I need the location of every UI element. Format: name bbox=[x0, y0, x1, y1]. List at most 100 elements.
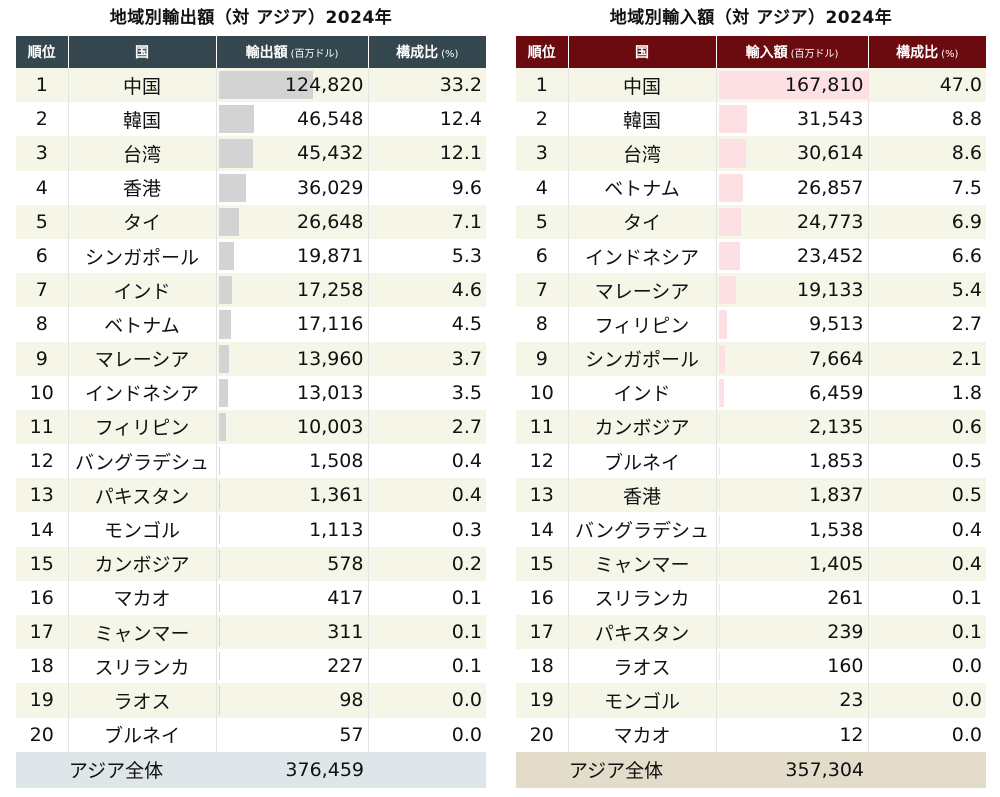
rank-cell: 15 bbox=[516, 546, 568, 581]
value-label: 13,960 bbox=[297, 347, 364, 370]
header-rank: 順位 bbox=[16, 36, 68, 68]
value-label: 6,459 bbox=[809, 381, 864, 404]
table-row: 19 モンゴル 23 0.0 bbox=[516, 683, 986, 718]
value-cell: 13,960 bbox=[215, 341, 368, 376]
country-cell: タイ bbox=[567, 204, 716, 239]
value-label: 19,871 bbox=[297, 245, 364, 268]
value-label: 261 bbox=[827, 586, 864, 609]
rank-cell: 2 bbox=[16, 102, 68, 137]
share-cell: 0.1 bbox=[367, 615, 486, 650]
value-cell: 30,614 bbox=[715, 136, 868, 171]
data-bar bbox=[218, 310, 232, 339]
data-bar bbox=[218, 241, 234, 271]
value-label: 1,113 bbox=[309, 518, 364, 541]
rank-cell: 9 bbox=[16, 341, 68, 376]
rank-cell: 10 bbox=[16, 375, 68, 410]
country-cell: カンボジア bbox=[67, 546, 216, 581]
data-bar bbox=[718, 276, 736, 305]
header-share: 構成比 (%) bbox=[367, 36, 486, 68]
rank-cell: 16 bbox=[16, 580, 68, 615]
value-label: 1,538 bbox=[809, 518, 864, 541]
data-bar bbox=[718, 241, 740, 271]
import-table-title: 地域別輸入額（対 アジア）2024年 bbox=[609, 8, 893, 28]
share-cell: 2.1 bbox=[867, 341, 986, 376]
rank-cell: 17 bbox=[16, 615, 68, 650]
rank-cell: 18 bbox=[516, 649, 568, 684]
value-label: 7,664 bbox=[809, 347, 864, 370]
value-label: 160 bbox=[827, 655, 864, 678]
country-cell: 中国 bbox=[67, 68, 216, 103]
table-row: 9 シンガポール 7,664 2.1 bbox=[516, 341, 986, 376]
value-label: 12 bbox=[839, 723, 864, 746]
value-cell: 12 bbox=[715, 717, 868, 752]
value-cell: 160 bbox=[715, 649, 868, 684]
table-row: 18 スリランカ 227 0.1 bbox=[16, 649, 486, 684]
value-label: 1,837 bbox=[809, 484, 864, 507]
import-total-row: アジア全体 357,304 bbox=[516, 751, 986, 788]
rank-cell: 3 bbox=[516, 136, 568, 171]
value-cell: 124,820 bbox=[215, 68, 368, 103]
share-cell: 0.1 bbox=[367, 580, 486, 615]
table-row: 16 マカオ 417 0.1 bbox=[16, 580, 486, 615]
table-row: 1 中国 167,810 47.0 bbox=[516, 68, 986, 103]
country-cell: 中国 bbox=[567, 68, 716, 103]
value-label: 31,543 bbox=[797, 108, 864, 131]
export-table-panel: 地域別輸出額（対 アジア）2024年 順位 国 輸出額 (百万ドル) 構成比 (%)… bbox=[16, 0, 486, 788]
value-label: 26,857 bbox=[797, 176, 864, 199]
table-row: 12 バングラデシュ 1,508 0.4 bbox=[16, 444, 486, 479]
rank-cell: 14 bbox=[516, 512, 568, 547]
value-label: 2,135 bbox=[809, 415, 864, 438]
share-cell: 0.4 bbox=[867, 546, 986, 581]
table-row: 15 カンボジア 578 0.2 bbox=[16, 546, 486, 581]
value-cell: 227 bbox=[215, 649, 368, 684]
country-cell: フィリピン bbox=[567, 307, 716, 342]
value-cell: 26,857 bbox=[715, 170, 868, 205]
value-label: 19,133 bbox=[797, 279, 864, 302]
data-bar bbox=[218, 515, 220, 544]
table-row: 17 パキスタン 239 0.1 bbox=[516, 615, 986, 650]
rank-cell: 7 bbox=[16, 273, 68, 308]
country-cell: バングラデシュ bbox=[67, 444, 216, 479]
share-cell: 0.4 bbox=[367, 444, 486, 479]
rank-cell: 16 bbox=[516, 580, 568, 615]
rank-cell: 20 bbox=[516, 717, 568, 752]
export-total-row: アジア全体 376,459 bbox=[16, 751, 486, 788]
share-cell: 5.4 bbox=[867, 273, 986, 308]
header-share: 構成比 (%) bbox=[867, 36, 986, 68]
header-rank: 順位 bbox=[516, 36, 568, 68]
table-row: 14 バングラデシュ 1,538 0.4 bbox=[516, 512, 986, 547]
country-cell: 韓国 bbox=[567, 102, 716, 137]
country-cell: インド bbox=[567, 375, 716, 410]
value-label: 23,452 bbox=[797, 245, 864, 268]
rank-cell: 1 bbox=[516, 68, 568, 103]
value-label: 24,773 bbox=[797, 210, 864, 233]
value-cell: 31,543 bbox=[715, 102, 868, 137]
value-cell: 26,648 bbox=[215, 204, 368, 239]
share-cell: 0.0 bbox=[867, 683, 986, 718]
total-value: 357,304 bbox=[716, 751, 868, 788]
data-bar bbox=[718, 344, 726, 373]
value-cell: 23,452 bbox=[715, 238, 868, 274]
rank-cell: 8 bbox=[16, 307, 68, 342]
value-label: 17,258 bbox=[297, 279, 364, 302]
value-cell: 311 bbox=[215, 615, 368, 650]
table-row: 12 ブルネイ 1,853 0.5 bbox=[516, 444, 986, 479]
rank-cell: 19 bbox=[16, 683, 68, 718]
table-row: 10 インドネシア 13,013 3.5 bbox=[16, 375, 486, 410]
table-row: 11 フィリピン 10,003 2.7 bbox=[16, 409, 486, 445]
data-bar bbox=[218, 378, 229, 407]
import-header-row: 順位 国 輸入額 (百万ドル) 構成比 (%) bbox=[516, 36, 986, 68]
value-cell: 1,538 bbox=[715, 512, 868, 547]
table-row: 18 ラオス 160 0.0 bbox=[516, 649, 986, 684]
value-cell: 1,508 bbox=[215, 444, 368, 479]
data-bar bbox=[218, 481, 220, 510]
rank-cell: 15 bbox=[16, 546, 68, 581]
country-cell: ラオス bbox=[67, 683, 216, 718]
country-cell: シンガポール bbox=[67, 238, 216, 274]
country-cell: シンガポール bbox=[567, 341, 716, 376]
share-cell: 0.1 bbox=[867, 615, 986, 650]
share-cell: 0.5 bbox=[867, 478, 986, 513]
table-row: 13 パキスタン 1,361 0.4 bbox=[16, 478, 486, 513]
table-row: 7 インド 17,258 4.6 bbox=[16, 273, 486, 308]
value-cell: 36,029 bbox=[215, 170, 368, 205]
